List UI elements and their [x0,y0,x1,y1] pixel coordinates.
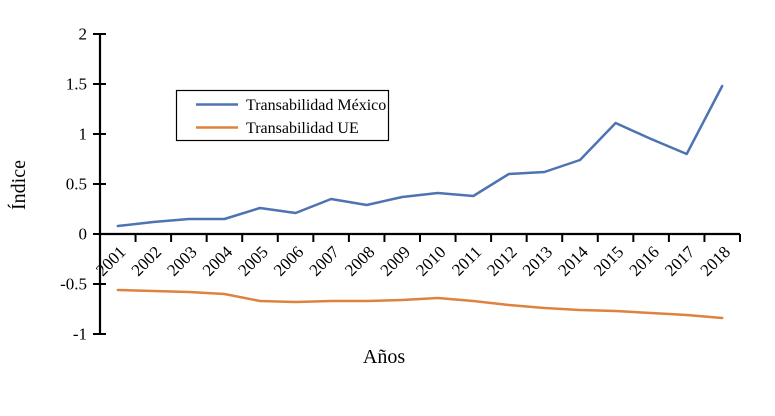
x-tick-label: 2008 [341,242,378,279]
legend-label-mexico: Transabilidad México [246,97,386,114]
x-tick-label: 2015 [590,242,627,279]
x-tick-label: 2009 [377,242,414,279]
series-line-0 [116,84,724,228]
x-axis-title: Años [363,346,405,368]
x-tick-label: 2018 [697,242,734,279]
axes-layer: 21.510.50-0.5-12001200220032004200520062… [60,25,741,344]
x-tick-label: 2012 [483,242,520,279]
y-tick-label: -0.5 [60,275,87,294]
x-tick-label: 2011 [448,242,485,279]
x-tick-label: 2002 [128,242,165,279]
y-tick-label: 1 [79,125,88,144]
x-tick-label: 2006 [270,242,307,279]
series-layer [116,84,724,320]
x-tick-label: 2004 [199,242,237,280]
x-tick-label: 2017 [661,242,699,280]
x-tick-label: 2010 [412,242,449,279]
y-tick-label: 2 [79,25,88,44]
series-line-1 [116,288,724,320]
legend-box [175,89,390,142]
x-tick-label: 2001 [92,242,129,279]
x-tick-label: 2003 [163,242,200,279]
legend-label-ue: Transabilidad UE [246,120,359,137]
x-tick-label: 2007 [305,242,343,280]
x-tick-label: 2005 [234,242,271,279]
y-tick-label: 0 [79,225,88,244]
x-tick-label: 2016 [625,242,662,279]
x-tick-label: 2013 [519,242,556,279]
y-tick-label: -1 [73,325,87,344]
x-tick-label: 2014 [554,242,592,280]
y-axis-title: Índice [7,160,30,210]
legend: Transabilidad México Transabilidad UE [175,89,390,142]
y-tick-label: 1.5 [66,75,87,94]
y-tick-label: 0.5 [66,175,87,194]
